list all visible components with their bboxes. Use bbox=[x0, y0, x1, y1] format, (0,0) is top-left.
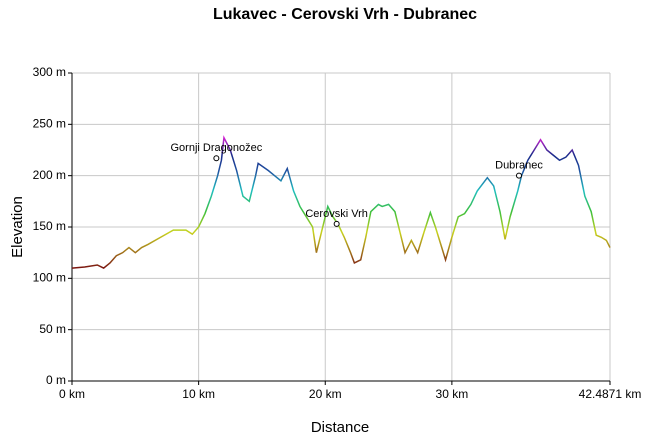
y-tick-label: 300 m bbox=[33, 65, 66, 79]
annotation-point bbox=[333, 220, 340, 227]
chart-title: Lukavec - Cerovski Vrh - Dubranec bbox=[213, 6, 477, 23]
x-tick-label: 30 km bbox=[436, 387, 469, 401]
annotation-point bbox=[213, 155, 220, 162]
x-tick-label: 0 km bbox=[59, 387, 85, 401]
y-tick-label: 250 m bbox=[33, 117, 66, 131]
x-tick-label: 10 km bbox=[182, 387, 215, 401]
annotation-label: Dubranec bbox=[495, 160, 543, 172]
annotation-label: Gornji Dragonožec bbox=[170, 142, 262, 154]
elevation-line bbox=[71, 135, 611, 269]
y-tick-label: 100 m bbox=[33, 271, 66, 285]
x-tick-label: 42.4871 km bbox=[579, 387, 642, 401]
y-tick-label: 0 m bbox=[46, 373, 66, 387]
y-tick-label: 150 m bbox=[33, 219, 66, 233]
x-axis-label: Distance bbox=[311, 419, 369, 436]
annotation-point bbox=[515, 172, 522, 179]
y-tick-label: 50 m bbox=[39, 322, 66, 336]
x-tick-label: 20 km bbox=[309, 387, 342, 401]
annotation-label: Cerovski Vrh bbox=[305, 208, 368, 220]
y-axis-label: Elevation bbox=[9, 196, 26, 258]
y-tick-label: 200 m bbox=[33, 168, 66, 182]
